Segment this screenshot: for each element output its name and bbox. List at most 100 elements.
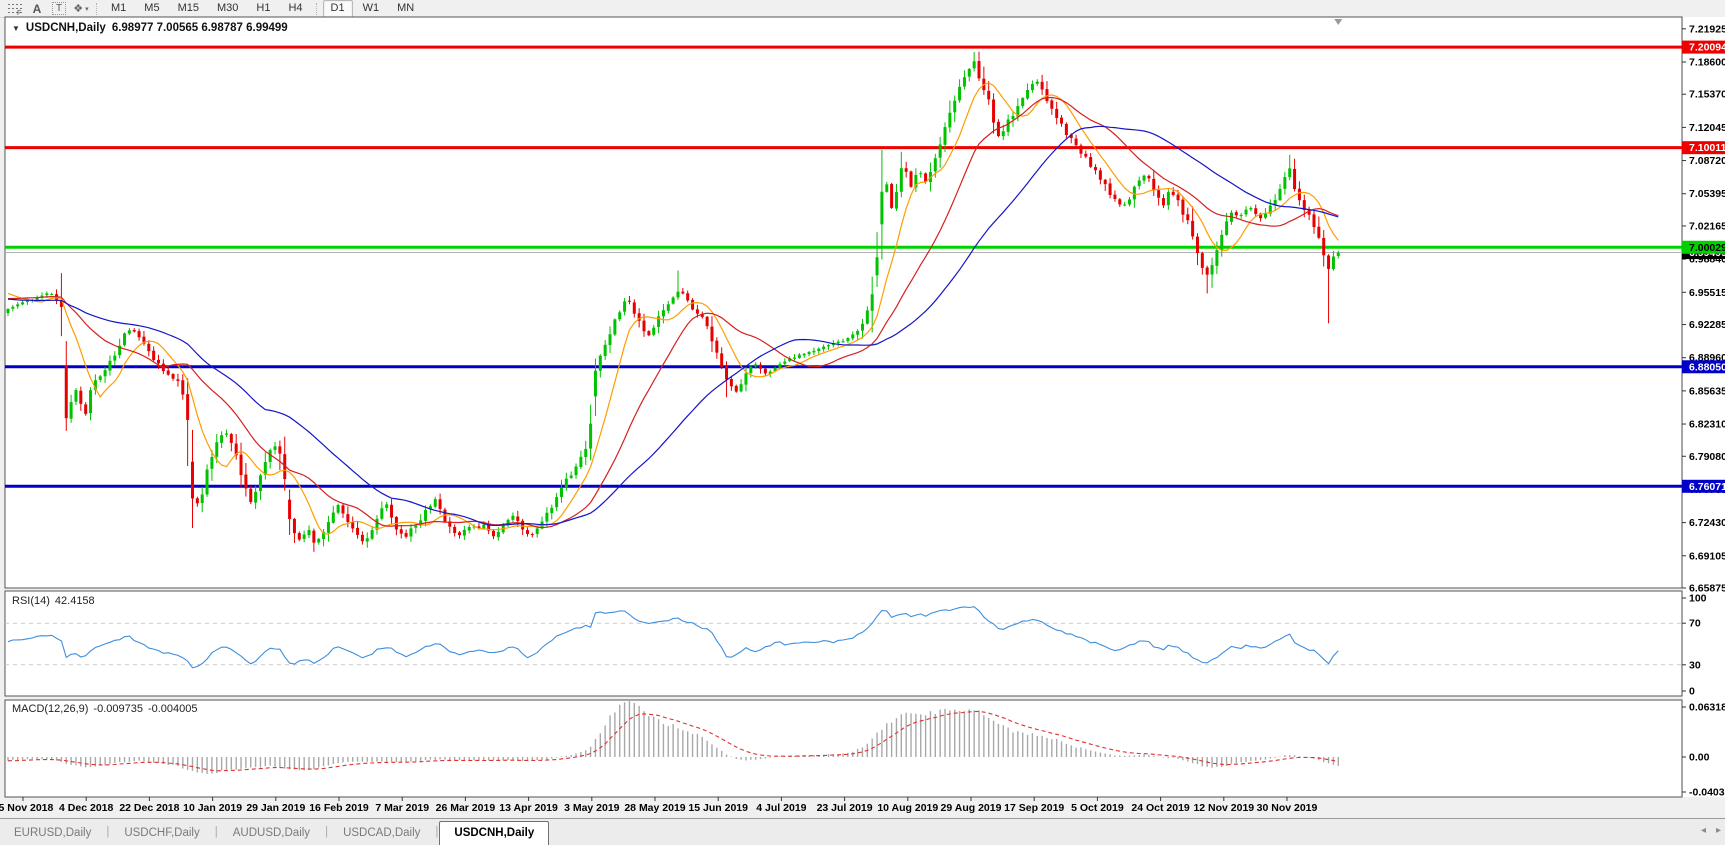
candle-body [1030, 84, 1034, 91]
candle-body [564, 478, 568, 488]
toolbar-separator [315, 2, 318, 15]
candle-body [1089, 157, 1093, 167]
text-box-icon[interactable]: T [48, 1, 70, 17]
candle-body [142, 336, 146, 344]
macd-name: MACD(12,26,9) [12, 703, 89, 715]
candle-body [1050, 100, 1054, 109]
price-tick-label: 7.18600 [1689, 57, 1725, 69]
text-label-icon[interactable]: A [32, 1, 42, 16]
tab-usdcnh[interactable]: USDCNH,Daily [439, 821, 550, 845]
candle-body [802, 353, 806, 356]
tab-eurusd[interactable]: EURUSD,Daily [14, 827, 92, 839]
candle-body [627, 300, 631, 302]
candle-body [127, 330, 131, 334]
tab-usdchf[interactable]: USDCHF,Daily [124, 827, 200, 839]
candle-body [972, 61, 976, 69]
timeframe-button-m15[interactable]: M15 [177, 1, 199, 14]
candle-body [691, 299, 695, 310]
candle-body [375, 518, 379, 530]
tab-usdcad[interactable]: USDCAD,Daily [343, 827, 421, 839]
candle-body [996, 121, 1000, 137]
candle-body [1288, 168, 1292, 178]
candle-body [569, 475, 573, 478]
level-price-label: 6.76071 [1689, 481, 1725, 493]
timeframe-button-mn[interactable]: MN [397, 1, 415, 14]
timeframe-button-h4[interactable]: H4 [288, 1, 303, 14]
timeframe-button-m5[interactable]: M5 [144, 1, 160, 14]
rsi-label: RSI(14) 42.4158 [12, 595, 95, 607]
candle-body [453, 526, 457, 534]
candle-body [50, 294, 54, 296]
level-price-label: 7.00029 [1689, 242, 1725, 254]
date-tick-label: 17 Sep 2019 [1004, 802, 1064, 814]
timeframe-button-w1[interactable]: W1 [362, 1, 380, 14]
main-price-panel[interactable] [4, 16, 1683, 589]
candle-body [603, 344, 607, 357]
candle-body [676, 291, 680, 298]
price-axis-background [1683, 17, 1725, 797]
candle-body [977, 61, 981, 79]
price-tick-label: 7.15370 [1689, 89, 1725, 101]
candle-body [98, 376, 102, 380]
candle-body [229, 434, 233, 443]
candle-body [171, 374, 175, 379]
candle-body [404, 533, 408, 537]
candle-body [1331, 256, 1335, 270]
candle-body [992, 99, 996, 123]
candle-body [894, 192, 898, 209]
price-tick-label: 7.08720 [1689, 155, 1725, 167]
candle-body [637, 313, 641, 321]
candle-body [836, 341, 840, 344]
candle-body [744, 373, 748, 385]
arrow-tools-icon[interactable]: ❖ ▾ [73, 3, 89, 15]
date-tick-label: 28 May 2019 [624, 802, 685, 814]
chart-shift-marker-icon [1334, 19, 1343, 25]
macd-axis-label: 0.063184 [1689, 702, 1725, 714]
date-tick-label: 30 Nov 2019 [1257, 802, 1318, 814]
candle-body [817, 348, 821, 352]
date-tick-label: 13 Apr 2019 [499, 802, 558, 814]
candle-body [710, 326, 714, 342]
candle-body [1006, 119, 1010, 132]
candle-body [919, 173, 923, 175]
macd-signal-value: -0.004005 [147, 703, 198, 715]
candle-body [904, 168, 908, 172]
price-tick-label: 7.05395 [1689, 188, 1725, 200]
candle-body [93, 380, 97, 390]
timeframe-button-m30[interactable]: M30 [216, 1, 239, 14]
tab-scroll-right-icon[interactable]: ▸ [1715, 825, 1721, 836]
candle-body [59, 300, 63, 307]
candle-body [205, 469, 209, 495]
candle-body [356, 527, 360, 535]
price-tick-label: 6.69105 [1689, 550, 1725, 562]
candle-body [899, 168, 903, 192]
candle-body [1094, 167, 1098, 171]
candle-body [380, 508, 384, 519]
fibo-lines-icon[interactable]: F [4, 1, 26, 17]
timeframe-button-m1[interactable]: M1 [111, 1, 127, 14]
tab-audusd[interactable]: AUDUSD,Daily [232, 827, 311, 839]
candle-body [341, 505, 345, 514]
candle-body [220, 435, 224, 443]
date-tick-label: 3 May 2019 [564, 802, 620, 814]
timeframe-button-h1[interactable]: H1 [256, 1, 271, 14]
candle-body [1249, 208, 1253, 210]
candle-body [1186, 214, 1190, 221]
candle-body [632, 302, 636, 314]
candle-body [1307, 209, 1311, 215]
rsi-name: RSI(14) [12, 595, 50, 607]
candle-body [186, 394, 190, 420]
candle-body [890, 184, 894, 208]
candle-body [419, 520, 423, 526]
chart-canvas[interactable]: 7.21925 7.18600 7.15370 7.12045 7.08720 7.053… [0, 0, 1725, 818]
candle-body [89, 390, 93, 414]
candle-body [210, 457, 214, 469]
candle-body [763, 368, 767, 374]
candle-body [1317, 226, 1321, 238]
tab-scroll-left-icon[interactable]: ◂ [1700, 825, 1706, 836]
chart-menu-caret-icon[interactable]: ▼ [12, 23, 20, 33]
candle-body [812, 350, 816, 353]
candle-body [1166, 192, 1170, 206]
candle-body [768, 371, 772, 374]
candle-body [113, 355, 117, 361]
